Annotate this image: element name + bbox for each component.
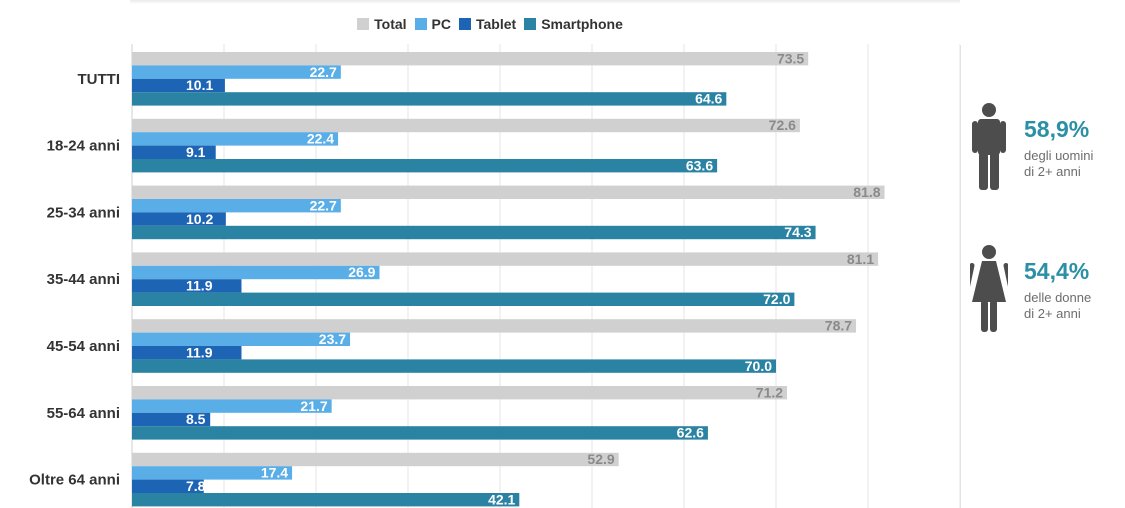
bar-total [132,452,619,467]
women-stat-line-1: delle donne [1024,290,1092,305]
data-label-smartphone: 62.6 [677,425,704,441]
man-icon [972,103,1006,190]
bar-smartphone [132,426,708,440]
data-label-total: 81.1 [847,251,874,267]
category-label: TUTTI [78,71,121,88]
bar-total [132,319,857,333]
legend-label-smartphone: Smartphone [541,16,623,32]
data-label-total: 71.2 [756,384,783,400]
bar-smartphone [132,359,776,373]
data-label-smartphone: 63.6 [686,157,713,173]
legend-item-pc: PC [414,16,451,32]
legend-label-tablet: Tablet [475,16,517,32]
data-label-pc: 22.7 [310,64,337,80]
cropped-title-strip [130,0,960,4]
bar-tablet [132,279,242,293]
bar-total [132,386,788,400]
category-label: 35-44 anni [47,271,120,288]
woman-icon [970,245,1008,332]
women-stat-value: 54,4% [1024,258,1090,284]
data-label-total: 73.5 [777,50,804,66]
legend-item-total: Total [357,16,407,32]
data-label-total: 52.9 [587,451,614,467]
bar-total [132,185,885,199]
legend-swatch-tablet [458,18,471,30]
bar-smartphone [132,493,520,507]
bar-smartphone [132,292,795,306]
category-label: 55-64 anni [47,405,120,422]
data-label-pc: 22.4 [307,131,334,147]
data-label-pc: 21.7 [300,398,327,414]
legend-label-pc: PC [431,16,451,32]
women-stat: 54,4% delle donne di 2+ anni [970,244,1120,334]
data-label-tablet: 10.1 [186,77,213,93]
legend-item-tablet: Tablet [458,16,517,32]
bar-total [132,52,809,66]
data-label-pc: 22.7 [310,197,337,213]
bar-tablet [132,346,242,360]
data-label-total: 78.7 [825,318,852,334]
bar-pc [132,65,341,79]
data-label-smartphone: 74.3 [784,224,811,240]
bar-smartphone [132,225,816,240]
bar-smartphone [132,159,718,173]
data-label-pc: 17.4 [261,465,288,481]
bar-pc [132,132,339,146]
bar-chart: TUTTI 73.5 22.7 10.1 64.6 18-24 anni 72.6 22.4 9… [29,44,960,508]
bar-tablet [132,78,225,93]
data-label-tablet: 11.9 [186,278,213,294]
legend-item-smartphone: Smartphone [524,16,623,32]
data-label-smartphone: 64.6 [695,91,722,107]
data-label-smartphone: 42.1 [488,491,515,507]
bar-total [132,252,879,266]
data-label-tablet: 8.5 [186,411,206,427]
men-stat-line-1: degli uomini [1024,148,1094,163]
legend-swatch-pc [414,18,427,30]
data-label-tablet: 9.1 [186,144,206,160]
bar-pc [132,265,380,280]
legend-swatch-smartphone [524,18,537,30]
category-label: 45-54 anni [47,338,120,355]
data-label-tablet: 11.9 [186,344,213,360]
data-label-tablet: 10.2 [186,211,213,227]
data-label-pc: 26.9 [348,264,375,280]
bar-tablet [132,479,204,493]
panel-divider [960,45,961,508]
bar-smartphone [132,92,727,106]
data-label-smartphone: 72.0 [763,291,790,307]
men-stat-value: 58,9% [1024,116,1090,142]
men-stat: 58,9% degli uomini di 2+ anni [970,102,1120,192]
legend-label-total: Total [374,16,407,32]
bar-pc [132,399,332,413]
data-label-tablet: 7.8 [186,478,206,494]
bar-pc [132,332,351,346]
data-label-smartphone: 70.0 [745,358,772,374]
legend-swatch-total [357,18,370,30]
category-label: 25-34 anni [47,204,120,221]
category-label: Oltre 64 anni [29,472,120,489]
data-label-total: 81.8 [853,184,880,200]
bar-tablet [132,212,226,226]
data-label-pc: 23.7 [319,331,346,347]
bar-tablet [132,145,216,159]
men-stat-line-2: di 2+ anni [1024,164,1081,179]
bar-tablet [132,412,211,427]
data-label-total: 72.6 [769,117,796,133]
category-label: 18-24 anni [47,138,120,155]
bar-total [132,118,800,133]
chart-legend: Total PC Tablet Smartphone [0,16,980,32]
women-stat-line-2: di 2+ anni [1024,306,1081,321]
bar-pc [132,199,341,213]
bar-pc [132,466,293,480]
